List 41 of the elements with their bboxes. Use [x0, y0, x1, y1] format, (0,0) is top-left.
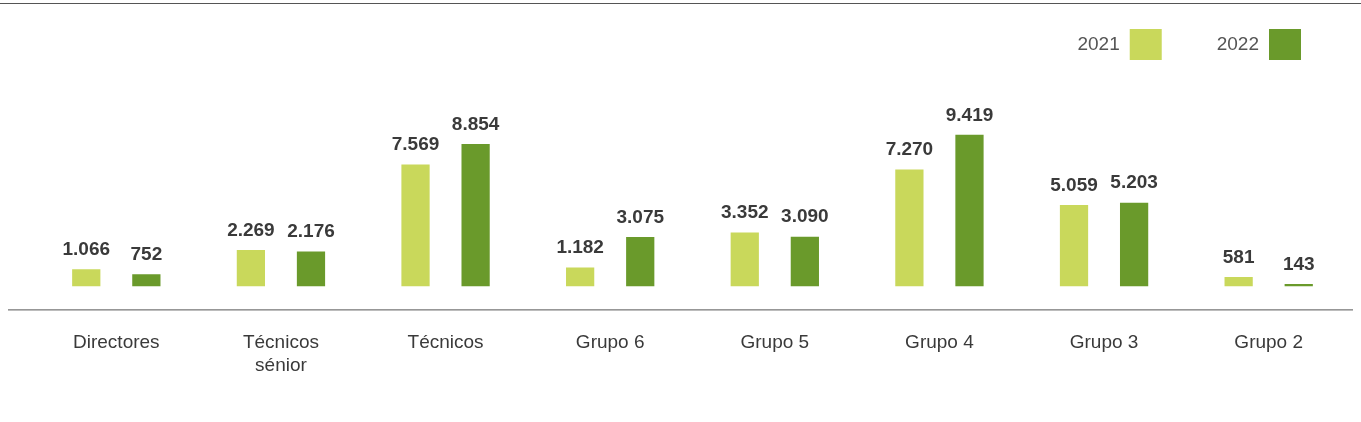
x-tick-label: Directores	[73, 331, 160, 353]
data-label: 5.203	[1110, 171, 1158, 193]
data-label: 3.352	[720, 201, 769, 223]
bar	[1059, 205, 1089, 287]
data-label: 7.569	[391, 133, 440, 155]
bar	[461, 143, 490, 287]
x-tick-label: Grupo 5	[740, 331, 810, 353]
bar	[955, 134, 984, 287]
bar	[790, 236, 819, 287]
data-label: 8.854	[451, 112, 500, 134]
data-label: 2.269	[227, 218, 275, 240]
bar	[730, 232, 759, 287]
x-tick-label: Grupo 6	[575, 331, 645, 353]
data-label: 2.176	[287, 220, 335, 242]
x-tick-label: Técnicos sénior	[242, 331, 319, 375]
x-tick-label: Grupo 3	[1069, 331, 1139, 353]
bar	[566, 267, 595, 287]
data-label: 752	[130, 243, 163, 265]
data-label: 7.270	[885, 138, 934, 160]
bar	[72, 269, 101, 287]
data-label: 1.066	[62, 237, 111, 259]
data-label: 581	[1222, 245, 1255, 267]
bar	[1119, 202, 1149, 287]
data-label: 3.075	[616, 205, 665, 227]
bar	[895, 169, 924, 287]
x-tick-label: Grupo 4	[905, 331, 975, 353]
data-label: 1.182	[556, 236, 604, 258]
bar	[236, 249, 266, 287]
data-label: 5.059	[1050, 173, 1098, 195]
legend-label: 2021	[1077, 33, 1120, 55]
bar	[626, 236, 655, 287]
legend-label: 2022	[1216, 33, 1259, 55]
x-tick-label: Grupo 2	[1234, 331, 1304, 353]
bar	[401, 164, 430, 287]
data-label: 3.090	[781, 205, 829, 227]
bar	[1224, 277, 1253, 287]
data-label: 143	[1282, 252, 1315, 274]
x-tick-label: Técnicos	[407, 331, 484, 353]
data-label: 9.419	[945, 103, 994, 125]
bar	[132, 274, 161, 287]
bar	[296, 251, 326, 287]
